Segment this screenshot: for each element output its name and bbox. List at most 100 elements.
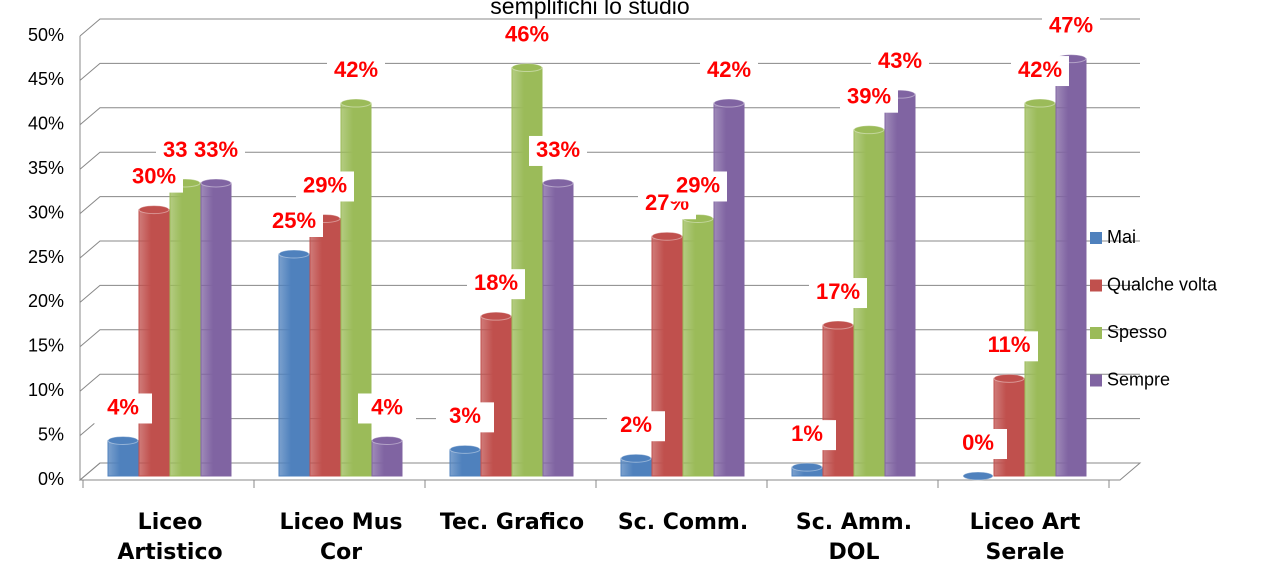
bar [200,182,232,477]
value-label: 3% [449,403,481,428]
value-label: 0% [962,430,994,455]
bar-top [620,453,652,463]
bar [138,209,170,477]
label-bg [358,393,416,424]
value-label: 2% [620,412,652,437]
grid-line [79,196,1140,214]
bar-top [138,205,170,215]
label-bg [980,331,1038,362]
value-label: 33% [194,137,238,162]
label-bg [1011,56,1069,87]
y-tick-label: 0% [38,469,64,489]
label-bg [467,269,525,300]
bar-top [371,435,403,445]
grid-line [79,284,1140,303]
bar-top [480,311,512,321]
label-bg [871,47,929,78]
grid-line [79,462,1140,481]
label-bg [1042,11,1100,42]
value-label: 25% [272,208,316,233]
x-tick-label: Liceo Art Serale [969,510,1081,565]
bar-top [713,98,745,108]
value-label: 4% [371,394,403,419]
legend-swatch [1090,232,1102,244]
bar [449,448,481,477]
bar-top [107,435,139,445]
y-tick-label: 35% [28,158,64,178]
x-tick-label: Tec. Grafico [439,510,585,535]
label-bg [949,429,1007,459]
label-bg [296,171,354,202]
label-bg [700,56,758,87]
y-tick-label: 45% [28,69,64,89]
label-bg [840,82,898,113]
value-label: 30% [132,163,176,188]
grid-line [79,329,1140,348]
bar-top [278,249,310,259]
bar [542,182,574,477]
value-label: 17% [816,279,860,304]
bar [480,315,512,477]
label-bg [125,162,183,193]
grid-line [79,373,1140,392]
y-tick-label: 15% [28,336,64,356]
bar-top [822,320,854,330]
bar-top [1024,98,1056,108]
y-tick-label: 30% [28,202,64,222]
value-label: 29% [303,172,347,197]
bar [822,324,854,477]
legend-swatch [1090,374,1102,387]
y-tick-label: 10% [28,380,64,400]
label-bg [607,411,665,442]
value-label: 42% [1018,57,1062,82]
y-tick-label: 20% [28,291,64,311]
y-tick-label: 40% [28,114,64,134]
bar-top [449,444,481,454]
legend-label: Mai [1107,227,1136,247]
label-bg [436,402,494,433]
grid-line [79,107,1140,126]
label-bg [529,135,587,166]
label-bg [809,278,867,309]
x-tick-label: Sc. Amm. DOL [795,510,913,565]
chart-title: semplifichi lo studio [490,0,689,19]
value-label: 4% [107,394,139,419]
legend-label: Spesso [1107,322,1167,342]
bar-top [651,231,683,241]
bar [993,377,1025,477]
grid-line [79,151,1140,170]
label-bg [669,171,727,202]
bar-top [853,125,885,135]
bar [682,217,714,477]
grid-line [79,62,1140,81]
x-tick-label: Liceo Artistico [117,510,223,565]
grid-line [79,18,1140,37]
legend-swatch [1090,327,1102,339]
y-tick-label: 25% [28,247,64,267]
legend-swatch [1090,279,1102,292]
label-bg [187,135,245,166]
value-label: 18% [474,270,518,295]
grid-line [79,240,1140,259]
x-tick-label: Sc. Comm. [617,510,749,535]
value-label: 1% [791,421,823,446]
label-bg [498,20,556,51]
bar [371,439,403,477]
bar [1024,102,1056,477]
value-label: 42% [334,57,378,82]
bar-top [542,178,574,188]
bar [309,217,341,477]
x-tick-label: Liceo Mus Cor [279,510,403,565]
bar [1055,58,1087,477]
legend-label: Sempre [1107,369,1170,389]
y-tick-label: 5% [38,424,64,444]
bar-top [791,462,823,472]
value-label: 43% [878,48,922,73]
value-label: 47% [1049,12,1093,37]
label-bg [327,56,385,87]
value-label: 42% [707,57,751,82]
bar [169,182,201,477]
legend-label: Qualche volta [1107,274,1218,294]
